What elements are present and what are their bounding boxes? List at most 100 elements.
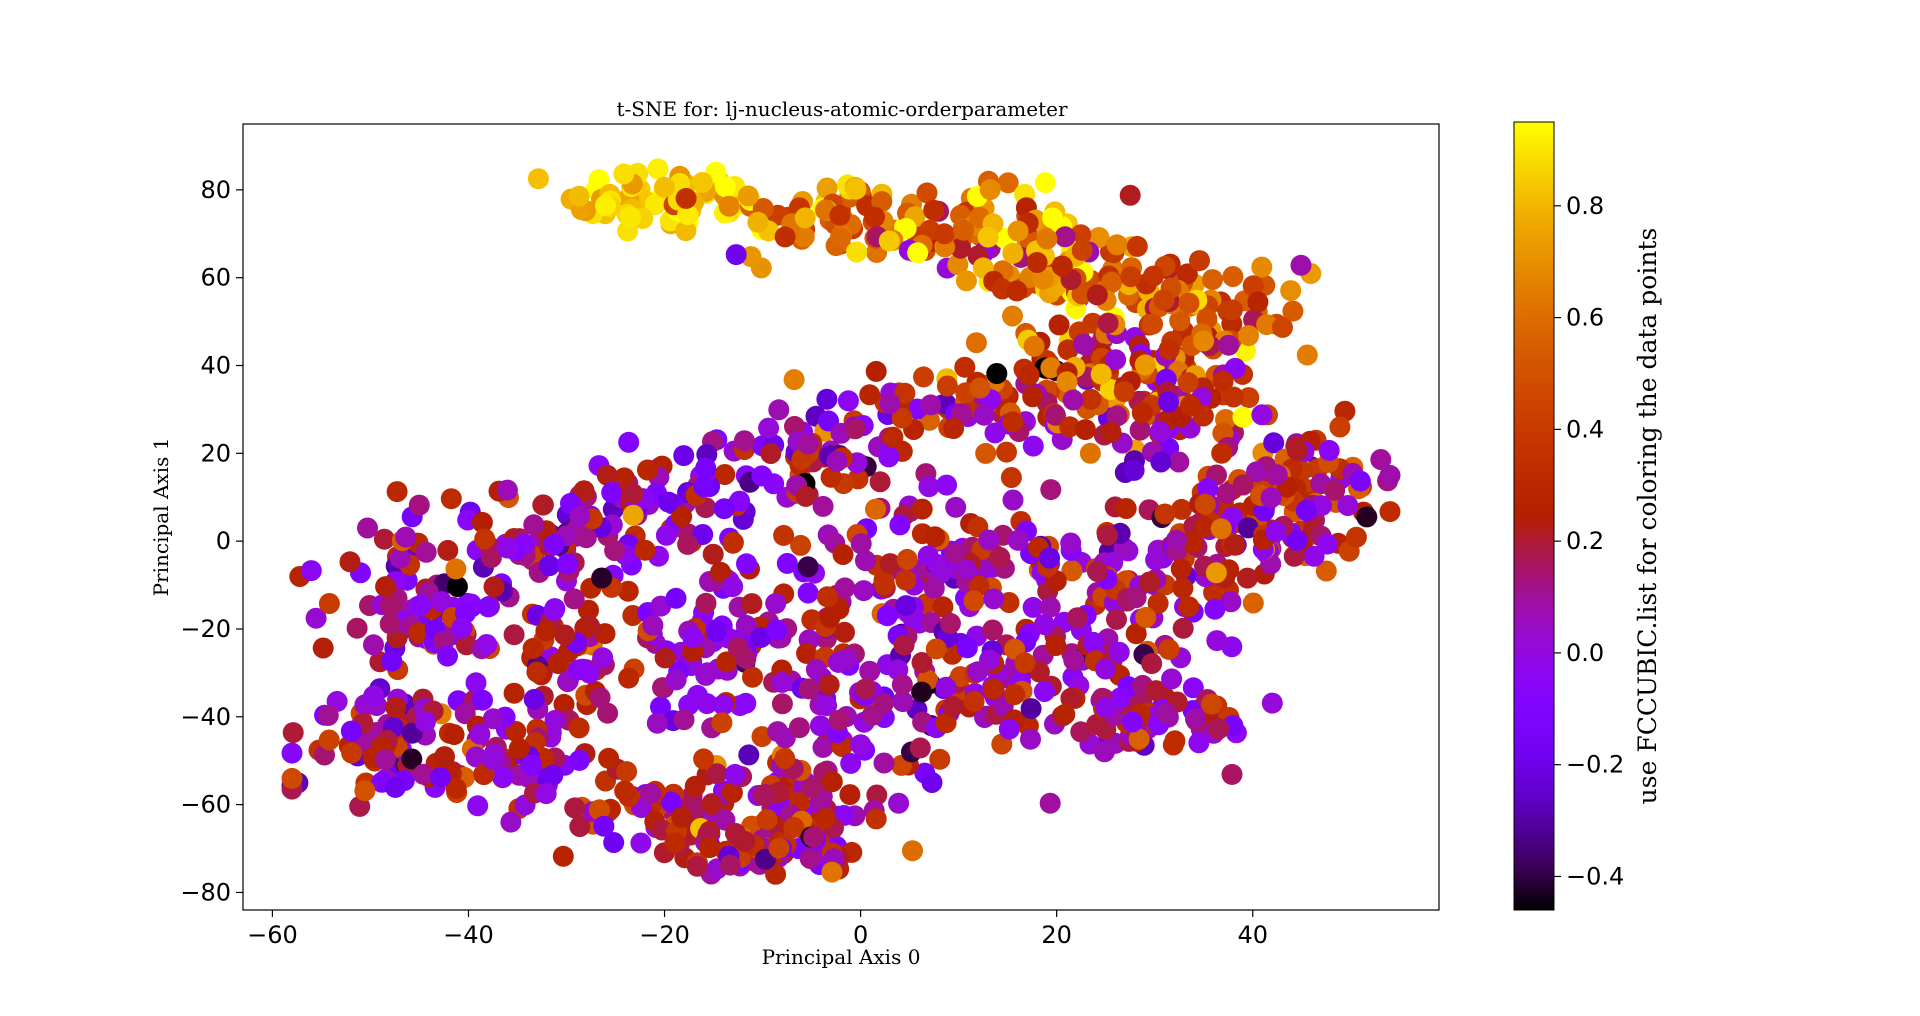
scatter-point [1370, 449, 1392, 470]
scatter-point [702, 543, 724, 565]
scatter-point [983, 588, 1005, 610]
scatter-point [834, 621, 855, 643]
scatter-point [724, 763, 746, 785]
scatter-point [653, 176, 675, 198]
scatter-point [736, 553, 757, 575]
scatter-point [1318, 439, 1340, 461]
scatter-point [578, 599, 599, 621]
scatter-point [568, 717, 590, 739]
scatter-point [1039, 596, 1061, 618]
scatter-point [953, 219, 975, 241]
y-tick-label: 20 [200, 439, 231, 467]
scatter-point [317, 704, 339, 726]
scatter-point [339, 551, 361, 573]
scatter-point [1036, 228, 1058, 250]
scatter-point [1193, 330, 1215, 352]
scatter-point [902, 840, 923, 862]
scatter-point [601, 482, 623, 503]
scatter-point [1158, 391, 1180, 413]
scatter-point [380, 595, 402, 617]
scatter-point [742, 666, 763, 688]
scatter-point [346, 617, 368, 639]
scatter-point [954, 356, 976, 378]
scatter-point [1345, 526, 1367, 548]
scatter-point [750, 626, 772, 648]
scatter-point [1171, 498, 1193, 520]
scatter-point [735, 614, 757, 636]
scatter-point [766, 619, 788, 641]
scatter-point [955, 270, 977, 292]
scatter-point [765, 592, 787, 614]
scatter-point [604, 540, 626, 561]
scatter-point [363, 634, 384, 656]
scatter-point [982, 678, 1004, 700]
scatter-point [816, 586, 838, 608]
scatter-point [1002, 489, 1024, 511]
scatter-point [853, 580, 875, 602]
scatter-point [1280, 280, 1302, 302]
scatter-point [1101, 271, 1123, 293]
scatter-point [557, 553, 578, 575]
scatter-point [911, 681, 933, 703]
x-axis-label: Principal Axis 0 [762, 945, 921, 969]
scatter-point [318, 593, 340, 614]
scatter-point [1162, 734, 1184, 756]
scatter-point [865, 808, 887, 830]
scatter-point [923, 199, 945, 221]
scatter-point [797, 433, 819, 455]
scatter-point [1265, 521, 1287, 543]
scatter-point [547, 653, 569, 675]
scatter-point [614, 780, 636, 802]
scatter-point [801, 777, 823, 799]
scatter-point [568, 185, 590, 207]
scatter-point [496, 537, 518, 559]
scatter-point [911, 652, 933, 673]
colorbar-tick-label: 0.4 [1566, 415, 1604, 443]
scatter-point [925, 638, 947, 660]
scatter-point [622, 504, 644, 526]
scatter-point [998, 718, 1020, 740]
scatter-point [589, 687, 611, 708]
scatter-point [1222, 266, 1244, 287]
scatter-point [909, 737, 931, 759]
scatter-point [1082, 631, 1104, 653]
scatter-point [996, 441, 1017, 463]
scatter-point [1022, 386, 1044, 408]
scatter-point [859, 660, 881, 682]
scatter-point [630, 832, 652, 854]
scatter-point [467, 795, 489, 817]
scatter-point [1263, 432, 1285, 454]
scatter-point [312, 637, 334, 659]
scatter-point [1039, 547, 1061, 569]
scatter-point [1182, 677, 1204, 699]
scatter-point [844, 418, 866, 440]
scatter-point [1126, 235, 1148, 257]
scatter-point [281, 767, 303, 789]
scatter-point [795, 485, 817, 507]
scatter-point [568, 749, 590, 771]
scatter-point [837, 390, 859, 412]
scatter-point [617, 580, 639, 602]
colorbar [1513, 121, 1555, 911]
scatter-point [665, 669, 687, 691]
scatter-point [1206, 630, 1228, 652]
scatter-point [1176, 263, 1198, 285]
scatter-point [768, 837, 790, 859]
scatter-point [892, 691, 914, 713]
scatter-point [923, 577, 945, 599]
scatter-point [535, 783, 557, 805]
scatter-point [1042, 207, 1064, 229]
scatter-point [505, 720, 527, 742]
scatter-point [799, 848, 821, 869]
scatter-point [1283, 545, 1305, 567]
scatter-point [569, 816, 591, 837]
scatter-point [882, 426, 904, 448]
scatter-point [1147, 592, 1169, 614]
scatter-point [699, 837, 721, 859]
scatter-point [845, 178, 867, 200]
scatter-point [622, 483, 644, 505]
scatter-point [1034, 172, 1056, 194]
scatter-point [1106, 234, 1128, 256]
scatter-point [907, 242, 929, 264]
